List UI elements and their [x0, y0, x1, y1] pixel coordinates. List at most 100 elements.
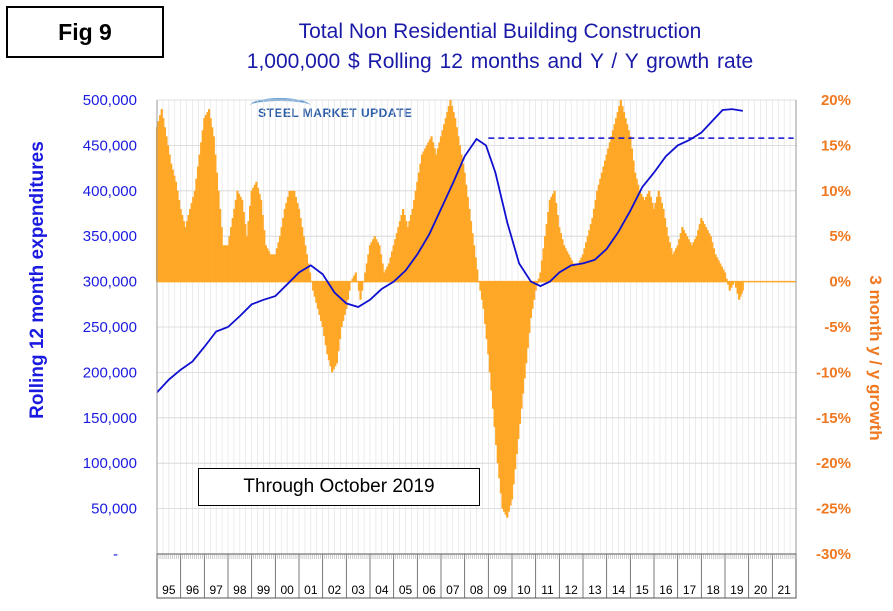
growth-bar — [185, 221, 189, 282]
growth-bar — [193, 190, 196, 282]
growth-bar — [665, 227, 668, 282]
x-tick-label: 01 — [304, 583, 318, 597]
left-tick-label: 150,000 — [83, 410, 137, 427]
growth-bar — [668, 242, 671, 282]
growth-bar — [286, 196, 290, 282]
growth-bar — [160, 109, 163, 282]
growth-bar — [602, 166, 605, 282]
growth-bar — [454, 118, 457, 282]
growth-bar — [253, 184, 256, 282]
growth-bar — [413, 199, 416, 282]
growth-bar — [640, 193, 643, 282]
growth-bar — [319, 281, 323, 321]
growth-bar — [611, 130, 615, 282]
growth-bar — [405, 221, 408, 282]
growth-bar — [409, 215, 413, 282]
growth-bar — [304, 245, 307, 282]
growth-bar — [323, 281, 326, 337]
growth-bar — [603, 160, 607, 282]
growth-bar — [646, 193, 649, 282]
growth-bar — [621, 106, 624, 282]
growth-bar — [734, 281, 738, 288]
growth-bar — [383, 272, 386, 282]
growth-bar — [258, 193, 261, 282]
growth-bar — [600, 172, 604, 282]
growth-bar — [551, 193, 555, 282]
growth-bar — [274, 254, 277, 282]
growth-bar — [181, 215, 184, 282]
growth-bar — [716, 257, 719, 282]
growth-bar — [368, 245, 372, 282]
growth-bar — [678, 239, 681, 282]
growth-bar — [241, 199, 244, 282]
growth-bar — [168, 154, 171, 282]
growth-bar — [414, 190, 417, 282]
growth-bar — [540, 260, 544, 282]
growth-bar — [545, 224, 548, 282]
growth-bar — [297, 208, 301, 282]
growth-bar — [588, 230, 591, 282]
x-tick-label: 18 — [706, 583, 720, 597]
growth-bar — [280, 227, 283, 282]
growth-bar — [222, 245, 225, 282]
growth-bar — [498, 281, 501, 479]
right-axis-ticks: -30% -25% -20% -15% -10% -5% 0% 5% 10% 15% 20% — [816, 92, 851, 563]
growth-bar — [592, 208, 596, 282]
growth-bar — [353, 275, 356, 282]
growth-bar — [503, 281, 506, 512]
growth-bar — [627, 130, 630, 282]
x-tick-label: 05 — [399, 583, 413, 597]
growth-bar — [736, 281, 739, 294]
growth-bar — [324, 281, 327, 346]
growth-bar — [285, 202, 288, 282]
growth-bar — [225, 245, 228, 282]
growth-bar — [277, 242, 280, 282]
growth-bar — [572, 263, 575, 282]
growth-bar — [402, 208, 405, 282]
chart-title: Total Non Residential Building Construct… — [298, 20, 702, 43]
growth-bar — [373, 236, 376, 282]
growth-bar — [469, 221, 473, 282]
growth-bar — [509, 281, 512, 506]
left-tick-label: 500,000 — [83, 92, 137, 109]
x-tick-label: 11 — [541, 583, 554, 597]
growth-bar — [214, 154, 217, 282]
expenditure-line — [156, 108, 743, 394]
growth-bar — [389, 257, 392, 282]
growth-bar — [354, 272, 357, 282]
growth-bar — [720, 266, 723, 282]
left-tick-label: 400,000 — [83, 183, 137, 200]
growth-bar — [725, 278, 728, 282]
x-tick-label: 14 — [612, 583, 626, 597]
growth-bar — [532, 281, 536, 300]
growth-bar — [337, 281, 340, 352]
growth-bar — [219, 208, 222, 282]
growth-bar — [618, 106, 621, 282]
growth-bar — [207, 109, 211, 282]
left-tick-label: 250,000 — [83, 319, 137, 336]
x-tick-label: 13 — [588, 583, 602, 597]
growth-bar — [378, 245, 381, 282]
growth-bar — [491, 281, 495, 409]
growth-bar — [189, 208, 192, 282]
growth-bar — [656, 196, 659, 282]
growth-bar — [679, 233, 682, 282]
right-tick-label: -5% — [824, 319, 851, 336]
x-tick-label: 10 — [517, 583, 531, 597]
growth-bar — [408, 221, 411, 282]
growth-bar — [635, 178, 638, 282]
growth-bar — [597, 184, 600, 282]
growth-bar — [730, 281, 733, 288]
growth-bar — [671, 254, 675, 282]
growth-bar — [566, 251, 569, 282]
chart-subtitle: 1,000,000 $ Rolling 12 months and Y / Y … — [246, 50, 754, 73]
growth-bar — [312, 281, 315, 291]
growth-bar — [334, 281, 337, 367]
growth-bar — [485, 281, 488, 340]
growth-bar — [237, 193, 241, 282]
growth-bar — [384, 269, 387, 282]
growth-bar — [177, 199, 181, 282]
growth-bar — [192, 196, 195, 282]
growth-bar — [203, 118, 206, 282]
growth-bar — [406, 227, 409, 282]
